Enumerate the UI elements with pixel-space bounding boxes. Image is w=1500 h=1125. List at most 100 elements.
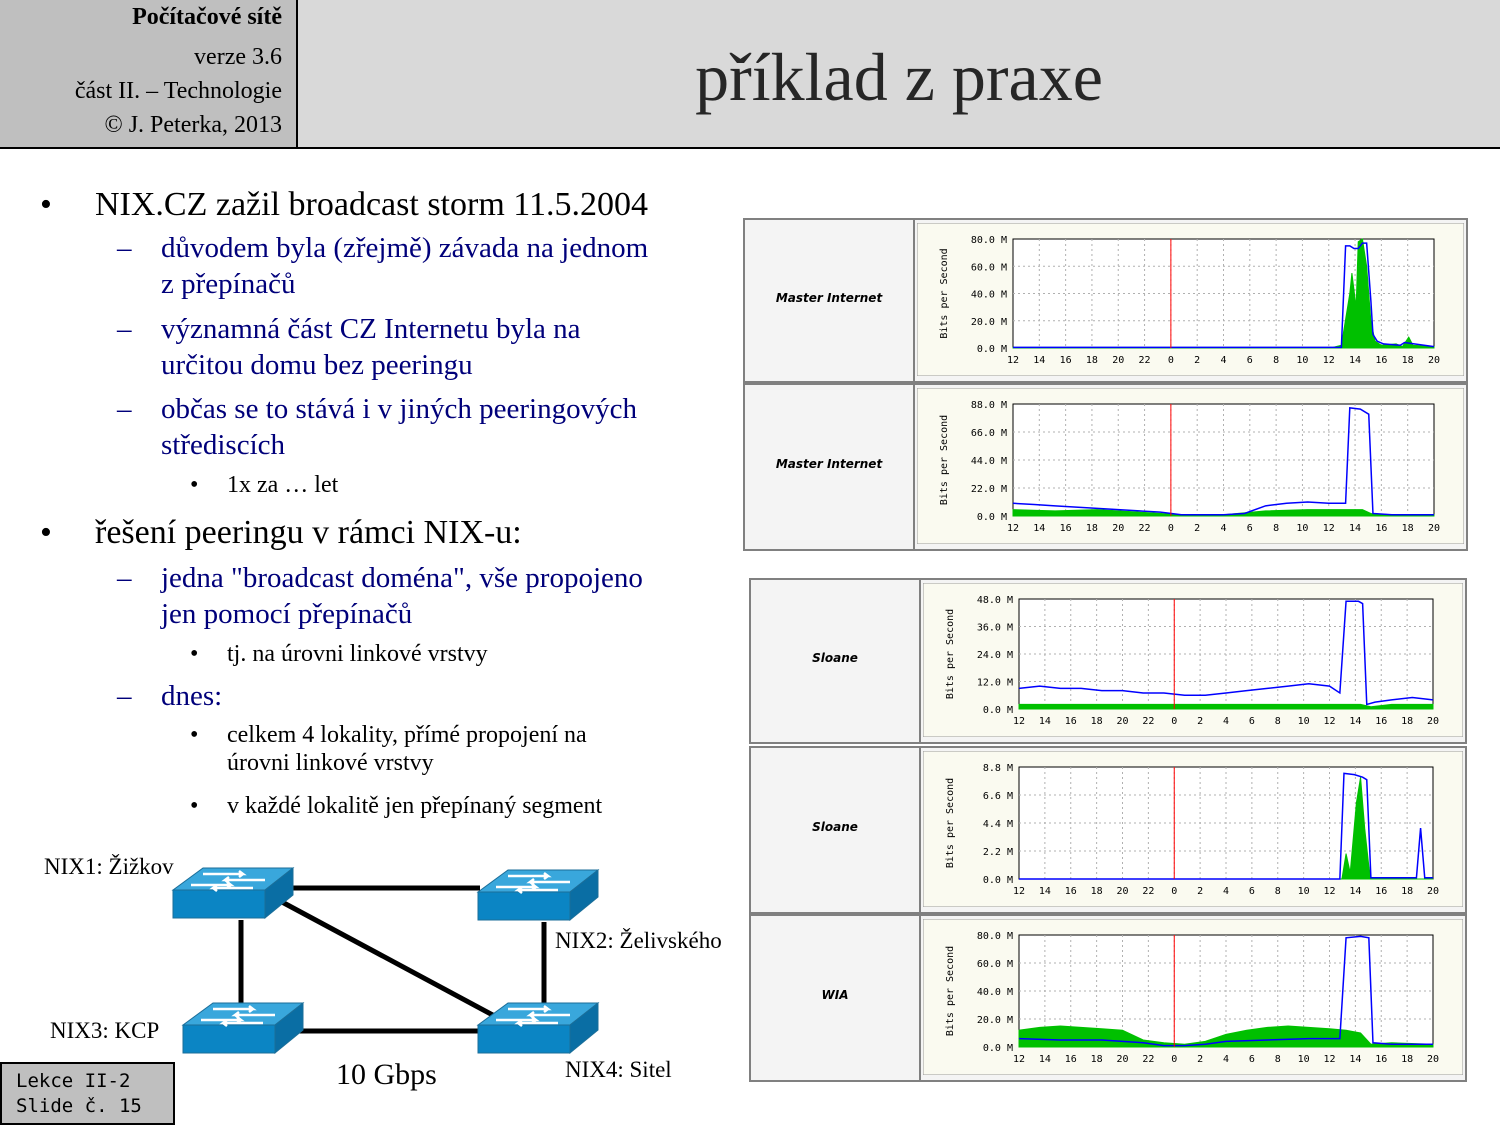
x-tick-label: 12 — [1007, 523, 1019, 534]
y-tick-label: 80.0 M — [971, 235, 1007, 246]
traffic-graph-panel: Sloane 8.8 M 6.6 M 4.4 M 2.2 M 0.0 M Bits per … — [749, 746, 1467, 914]
graph-label-cell: Sloane — [751, 580, 921, 742]
traffic-chart: 8.8 M 6.6 M 4.4 M 2.2 M 0.0 M Bits per Second… — [923, 751, 1463, 907]
outbound-traffic-line — [1013, 242, 1435, 349]
x-tick-label: 8 — [1273, 523, 1279, 534]
bullet-marker: • — [190, 722, 199, 748]
bullet-level3-text: úrovni linkové vrstvy — [227, 750, 434, 776]
inbound-traffic-area — [1018, 703, 1434, 710]
x-tick-label: 14 — [1033, 355, 1045, 366]
x-tick-label: 0 — [1171, 716, 1177, 727]
traffic-chart: 88.0 M 66.0 M 44.0 M 22.0 M 0.0 M Bits per Se… — [917, 388, 1464, 544]
bullet-marker: • — [190, 793, 199, 819]
traffic-graph-panel: Master Internet 88.0 M 66.0 M 44.0 M 22.0 M 0… — [743, 383, 1468, 551]
x-tick-label: 8 — [1275, 1054, 1281, 1065]
x-tick-label: 20 — [1427, 716, 1439, 727]
x-tick-label: 2 — [1194, 523, 1200, 534]
x-tick-label: 18 — [1091, 1054, 1103, 1065]
bullet-marker: – — [117, 232, 132, 264]
x-tick-label: 18 — [1086, 355, 1098, 366]
lecture-number: Lekce II-2 — [16, 1070, 131, 1092]
graph-label-cell: Master Internet — [745, 385, 915, 549]
y-tick-label: 2.2 M — [983, 847, 1013, 858]
x-tick-label: 14 — [1349, 716, 1361, 727]
graph-location-label: Master Internet — [775, 457, 883, 471]
x-tick-label: 10 — [1298, 1054, 1310, 1065]
node-label-nix3: NIX3: KCP — [50, 1018, 160, 1043]
outbound-traffic-line — [1018, 935, 1433, 1047]
x-tick-label: 2 — [1197, 1054, 1203, 1065]
slide-badge: Lekce II-2 Slide č. 15 — [0, 1062, 175, 1125]
bullet-level3-text: 1x za … let — [227, 472, 339, 498]
x-tick-label: 16 — [1375, 355, 1387, 366]
y-tick-label: 6.6 M — [983, 791, 1013, 802]
x-tick-label: 22 — [1142, 716, 1154, 727]
x-tick-label: 2 — [1197, 716, 1203, 727]
x-tick-label: 18 — [1401, 886, 1413, 897]
graph-label-cell: Master Internet — [745, 220, 915, 381]
x-tick-label: 12 — [1323, 355, 1335, 366]
x-tick-label: 8 — [1275, 716, 1281, 727]
y-axis-label: Bits per Second — [945, 946, 956, 1036]
x-tick-label: 22 — [1139, 355, 1151, 366]
y-tick-label: 8.8 M — [983, 763, 1013, 774]
x-tick-label: 6 — [1249, 716, 1255, 727]
bullet-level1-text: NIX.CZ zažil broadcast storm 11.5.2004 — [95, 186, 648, 223]
y-tick-label: 4.4 M — [983, 819, 1013, 830]
bullet-level3-text: tj. na úrovni linkové vrstvy — [227, 641, 488, 667]
x-tick-label: 6 — [1249, 886, 1255, 897]
y-tick-label: 80.0 M — [977, 931, 1013, 942]
y-tick-label: 0.0 M — [983, 875, 1013, 886]
x-tick-label: 10 — [1296, 523, 1308, 534]
x-tick-label: 14 — [1039, 716, 1051, 727]
x-tick-label: 20 — [1116, 886, 1128, 897]
x-tick-label: 12 — [1007, 355, 1019, 366]
x-tick-label: 10 — [1298, 886, 1310, 897]
course-part: část II. – Technologie — [74, 78, 282, 104]
bullet-marker: – — [117, 313, 132, 345]
y-tick-label: 44.0 M — [971, 456, 1007, 467]
traffic-chart: 80.0 M 60.0 M 40.0 M 20.0 M 0.0 M Bits per Se… — [923, 919, 1463, 1075]
outbound-traffic-line — [1018, 600, 1434, 706]
node-label-nix1: NIX1: Žižkov — [44, 854, 174, 879]
x-tick-label: 20 — [1428, 355, 1440, 366]
x-tick-label: 20 — [1428, 523, 1440, 534]
bullet-level2-text: určitou domu bez peeringu — [161, 349, 473, 381]
x-tick-label: 12 — [1323, 886, 1335, 897]
bullet-marker: • — [40, 514, 52, 551]
y-tick-label: 0.0 M — [983, 705, 1013, 716]
x-tick-label: 0 — [1168, 355, 1174, 366]
y-axis-label: Bits per Second — [945, 609, 956, 699]
slide-number: Slide č. 15 — [16, 1095, 142, 1117]
x-tick-label: 10 — [1298, 716, 1310, 727]
course-info-box: Počítačové sítě verze 3.6 část II. – Tec… — [0, 0, 298, 149]
x-tick-label: 2 — [1197, 886, 1203, 897]
x-tick-label: 8 — [1273, 355, 1279, 366]
bullet-level1-text: řešení peeringu v rámci NIX-u: — [95, 514, 522, 551]
x-tick-label: 16 — [1375, 1054, 1387, 1065]
x-tick-label: 4 — [1220, 355, 1226, 366]
x-tick-label: 16 — [1065, 886, 1077, 897]
course-version: verze 3.6 — [194, 44, 282, 70]
x-tick-label: 14 — [1349, 886, 1361, 897]
x-tick-label: 4 — [1220, 523, 1226, 534]
y-tick-label: 0.0 M — [983, 1043, 1013, 1054]
x-tick-label: 4 — [1223, 1054, 1229, 1065]
x-tick-label: 16 — [1065, 716, 1077, 727]
x-tick-label: 20 — [1427, 1054, 1439, 1065]
x-tick-label: 12 — [1013, 1054, 1025, 1065]
x-tick-label: 20 — [1116, 1054, 1128, 1065]
graph-location-label: Master Internet — [775, 290, 883, 305]
y-tick-label: 24.0 M — [977, 650, 1013, 661]
bullet-marker: – — [117, 393, 132, 425]
x-tick-label: 20 — [1427, 886, 1439, 897]
outbound-traffic-line — [1019, 772, 1433, 880]
x-tick-label: 18 — [1402, 523, 1414, 534]
bullet-level2-text: významná část CZ Internetu byla na — [161, 313, 581, 345]
x-tick-label: 14 — [1349, 523, 1361, 534]
x-tick-label: 0 — [1171, 1054, 1177, 1065]
x-tick-label: 16 — [1375, 523, 1387, 534]
x-tick-label: 16 — [1375, 716, 1387, 727]
y-tick-label: 60.0 M — [977, 959, 1013, 970]
